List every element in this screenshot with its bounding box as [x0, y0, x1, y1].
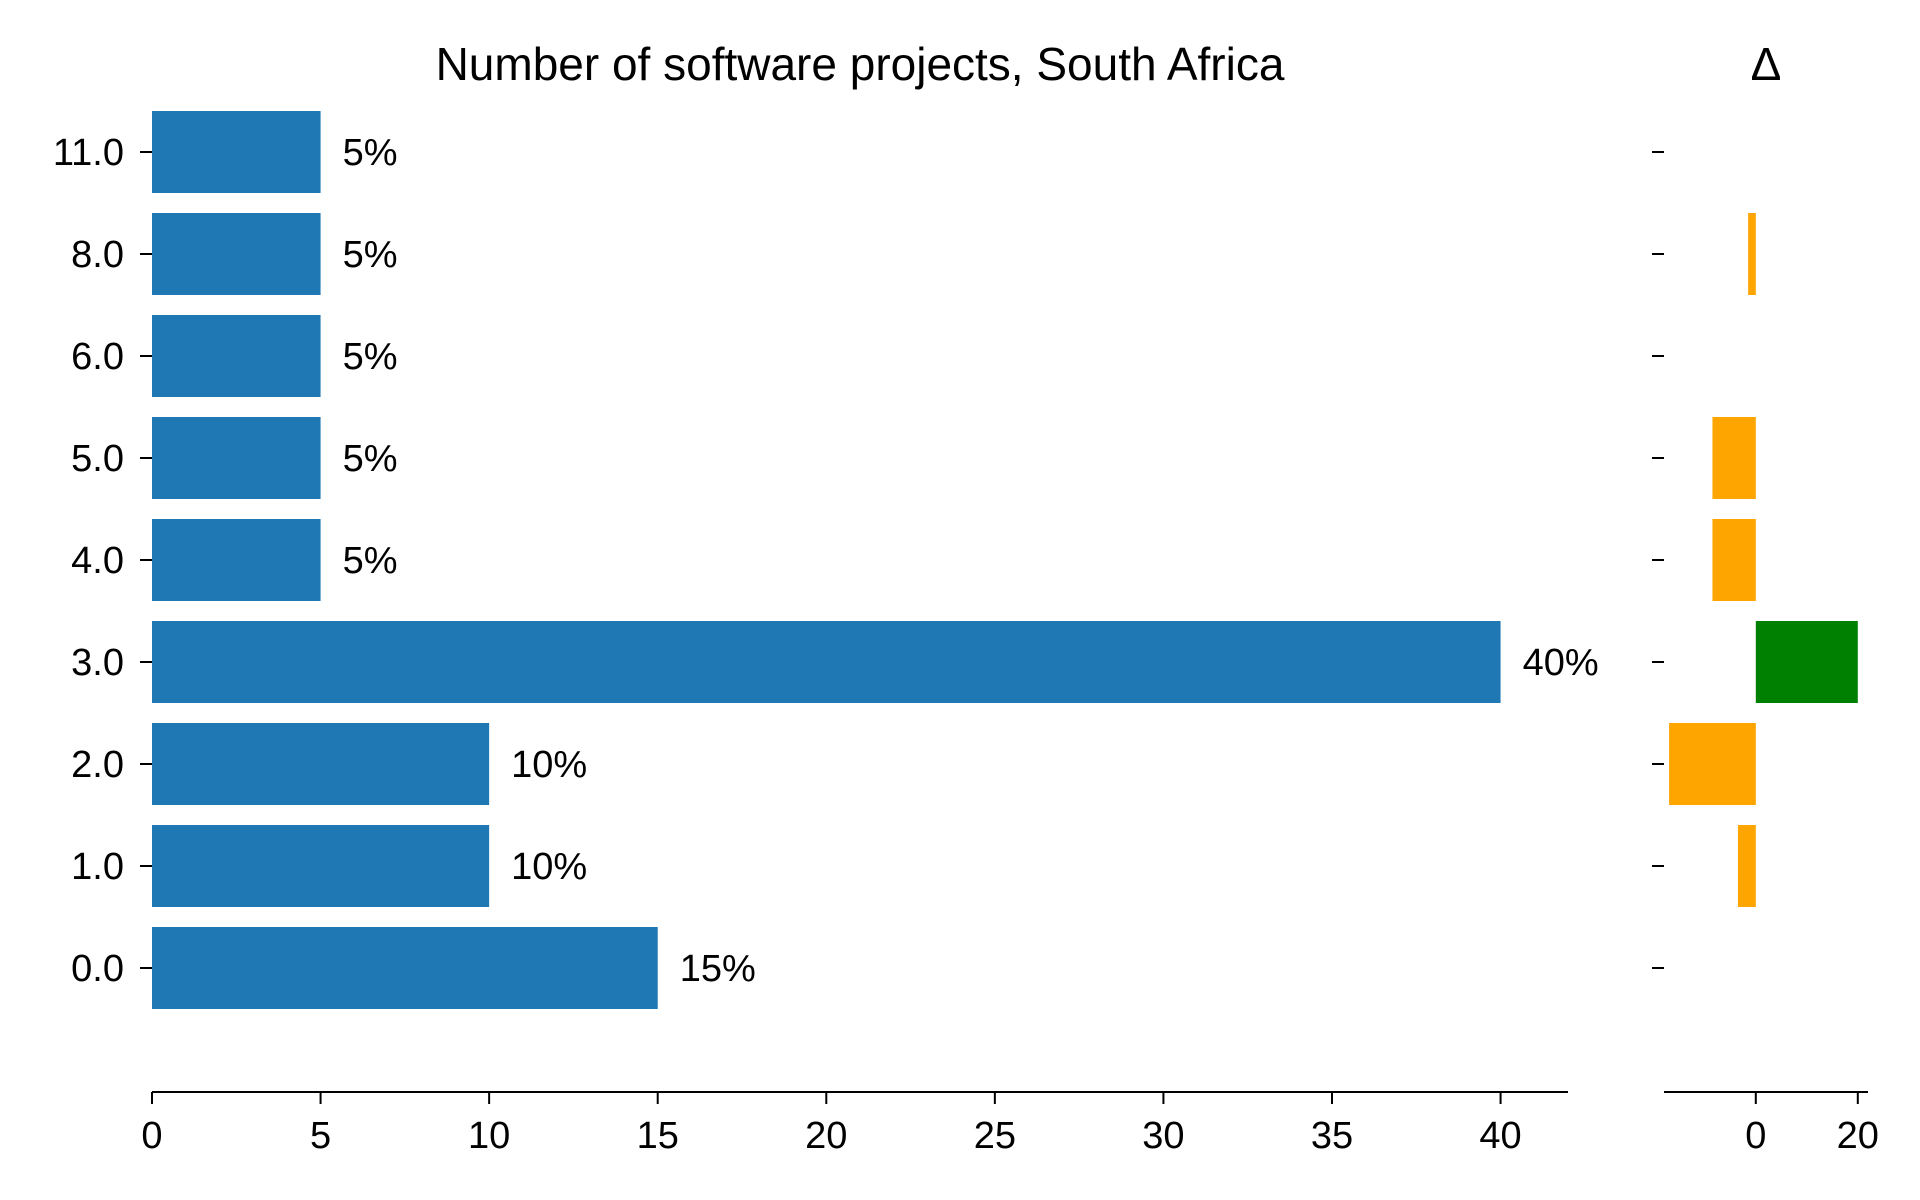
bar-4.0	[152, 519, 321, 601]
delta-bar-5.0	[1712, 417, 1756, 499]
delta-x-tick-label-0: 0	[1745, 1115, 1766, 1157]
x-tick-label-15: 15	[637, 1115, 679, 1157]
x-tick-label-25: 25	[974, 1115, 1016, 1157]
data-label-1.0: 10%	[511, 846, 587, 888]
data-label-8.0: 5%	[343, 234, 398, 276]
x-tick-label-40: 40	[1479, 1115, 1521, 1157]
x-tick-label-5: 5	[310, 1115, 331, 1157]
x-tick-label-20: 20	[805, 1115, 847, 1157]
y-tick-label-1.0: 1.0	[71, 846, 124, 888]
data-label-6.0: 5%	[343, 336, 398, 378]
delta-x-tick-label-20: 20	[1837, 1115, 1879, 1157]
main-bar-chart: 15% 0.0 10% 1.0 10% 2.0 40% 3.0 5% 4.0 5% 5.0 5% 6.0 5…	[53, 111, 1599, 1157]
data-label-4.0: 5%	[343, 540, 398, 582]
delta-bar-chart: 0 20	[1652, 151, 1879, 1157]
data-label-3.0: 40%	[1523, 642, 1599, 684]
y-tick-label-3.0: 3.0	[71, 642, 124, 684]
data-label-5.0: 5%	[343, 438, 398, 480]
bar-3.0	[152, 621, 1501, 703]
bar-6.0	[152, 315, 321, 397]
y-tick-label-0.0: 0.0	[71, 948, 124, 990]
x-tick-label-0: 0	[141, 1115, 162, 1157]
x-tick-label-10: 10	[468, 1115, 510, 1157]
bar-11.0	[152, 111, 321, 193]
delta-bar-2.0	[1669, 723, 1756, 805]
chart-title: Number of software projects, South Afric…	[436, 38, 1285, 90]
bar-5.0	[152, 417, 321, 499]
y-tick-label-5.0: 5.0	[71, 438, 124, 480]
delta-bar-1.0	[1737, 825, 1756, 907]
bar-8.0	[152, 213, 321, 295]
data-label-2.0: 10%	[511, 744, 587, 786]
data-label-0.0: 15%	[680, 948, 756, 990]
data-label-11.0: 5%	[343, 132, 398, 174]
y-tick-label-4.0: 4.0	[71, 540, 124, 582]
y-tick-label-2.0: 2.0	[71, 744, 124, 786]
bar-1.0	[152, 825, 490, 907]
bar-2.0	[152, 723, 490, 805]
y-tick-label-11.0: 11.0	[53, 132, 124, 174]
x-tick-label-30: 30	[1142, 1115, 1184, 1157]
bar-0.0	[152, 927, 658, 1009]
y-tick-label-6.0: 6.0	[71, 336, 124, 378]
x-tick-label-35: 35	[1311, 1115, 1353, 1157]
delta-bar-4.0	[1712, 519, 1756, 601]
delta-bar-3.0	[1755, 621, 1858, 703]
y-tick-label-8.0: 8.0	[71, 234, 124, 276]
delta-chart-title: Δ	[1751, 38, 1782, 90]
delta-bar-8.0	[1748, 213, 1756, 295]
